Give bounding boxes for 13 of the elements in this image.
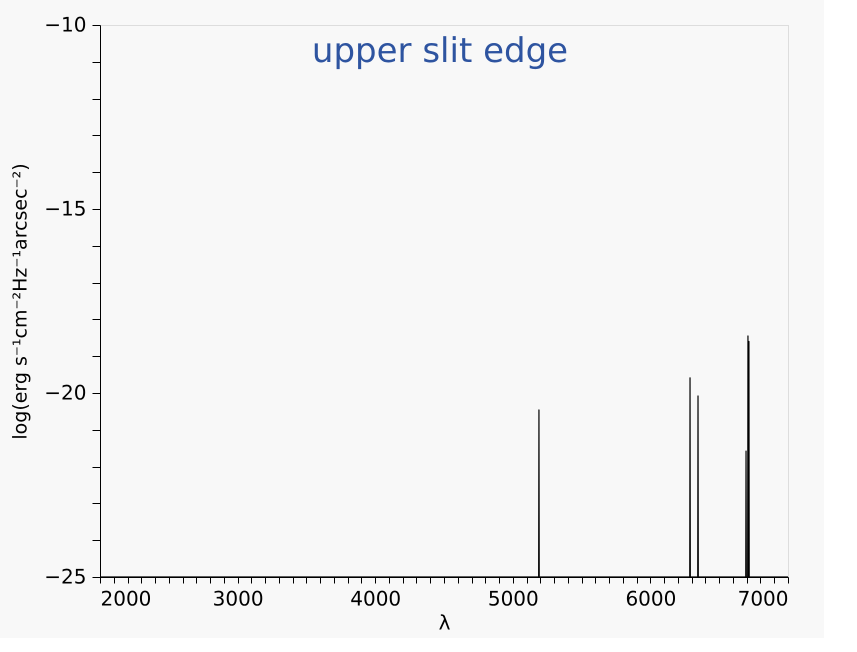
annotation: upper slit edge — [312, 31, 568, 71]
x-axis-title: λ — [438, 610, 451, 634]
x-tick-label: 6000 — [625, 586, 676, 610]
y-tick-label: −10 — [44, 12, 86, 36]
y-tick-label: −15 — [44, 196, 86, 220]
y-axis-title: log(erg s⁻¹cm⁻²Hz⁻¹arcsec⁻²) — [9, 163, 32, 440]
x-tick-label: 4000 — [350, 586, 402, 610]
y-tick-label: −25 — [44, 564, 86, 588]
y-tick-label: −20 — [44, 380, 86, 404]
x-tick-label: 3000 — [212, 586, 264, 610]
x-tick-label: 7000 — [738, 586, 788, 610]
x-tick-label: 5000 — [488, 586, 539, 610]
x-tick-label: 2000 — [100, 586, 152, 610]
